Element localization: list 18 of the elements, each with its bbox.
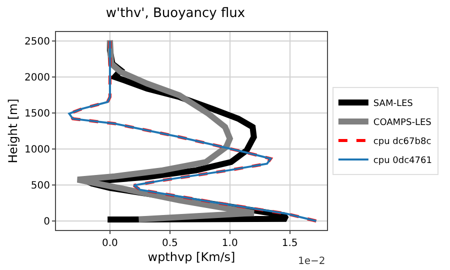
x-tick-label: 0.0 xyxy=(102,238,118,249)
legend-label: cpu 0dc4761 xyxy=(373,156,432,166)
legend-label: COAMPS-LES xyxy=(373,118,432,128)
y-axis-title: Height [m] xyxy=(6,98,20,164)
chart-title: w'thv', Buoyancy flux xyxy=(106,6,246,22)
x-tick-label: 1.5 xyxy=(282,238,298,249)
legend-label: cpu dc67b8c xyxy=(373,137,432,148)
y-tick-label: 2500 xyxy=(24,36,50,48)
y-tick-label: 1000 xyxy=(24,144,50,156)
y-tick-label: 500 xyxy=(30,180,50,192)
legend-label: SAM-LES xyxy=(373,99,414,110)
x-tick-label: 0.5 xyxy=(162,238,178,249)
y-tick-label: 2000 xyxy=(24,72,50,84)
y-tick-label: 0 xyxy=(44,216,50,228)
x-axis-title: wpthvp [Km/s] xyxy=(148,250,236,264)
x-tick-label: 1.0 xyxy=(222,238,238,249)
y-tick-label: 1500 xyxy=(24,108,50,120)
text: 1e−2 xyxy=(298,256,326,267)
